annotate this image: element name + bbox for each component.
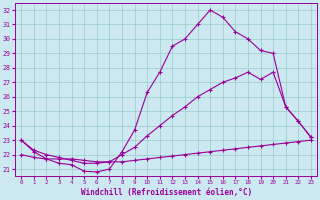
X-axis label: Windchill (Refroidissement éolien,°C): Windchill (Refroidissement éolien,°C) — [81, 188, 252, 197]
